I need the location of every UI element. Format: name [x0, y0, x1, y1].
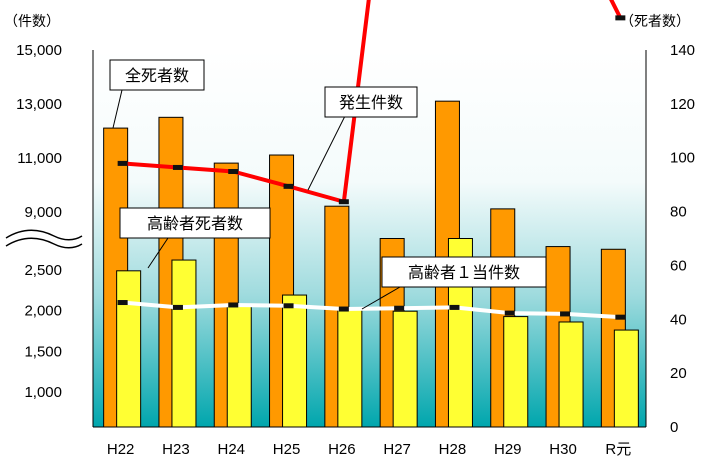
svg-text:発生件数: 発生件数: [339, 93, 403, 112]
point-elderly-incidents: [505, 311, 515, 316]
bar-elderly-deaths: [227, 306, 251, 427]
svg-text:高齢者１当件数: 高齢者１当件数: [408, 263, 520, 282]
x-tick-label: H22: [107, 441, 135, 458]
left-tick-label: 9,000: [24, 204, 62, 221]
bar-elderly-deaths: [338, 309, 362, 427]
right-tick-label: 140: [670, 42, 695, 59]
point-incidents: [284, 184, 294, 189]
point-elderly-incidents: [118, 300, 128, 305]
left-tick-label: 11,000: [17, 150, 62, 167]
x-tick-label: H28: [439, 441, 467, 458]
point-incidents: [118, 161, 128, 166]
point-elderly-incidents: [615, 315, 625, 320]
x-tick-label: H23: [162, 441, 190, 458]
point-incidents: [615, 15, 625, 20]
point-elderly-incidents: [394, 306, 404, 311]
bar-elderly-deaths: [117, 271, 141, 427]
right-tick-label: 120: [670, 96, 695, 113]
point-incidents: [173, 165, 183, 170]
bar-elderly-deaths: [614, 330, 638, 427]
x-tick-label: H29: [494, 441, 522, 458]
point-elderly-incidents: [284, 303, 294, 308]
axis-break-icon: [6, 230, 82, 248]
x-tick-label: H27: [383, 441, 411, 458]
bar-elderly-deaths: [393, 311, 417, 427]
point-incidents: [228, 169, 238, 174]
bar-elderly-deaths: [172, 260, 196, 427]
bar-elderly-deaths: [504, 317, 528, 427]
left-tick-label: 2,500: [24, 262, 62, 279]
right-tick-label: 20: [670, 365, 687, 382]
svg-text:高齢者死者数: 高齢者死者数: [147, 214, 243, 233]
right-tick-label: 0: [670, 419, 678, 436]
right-tick-label: 60: [670, 257, 687, 274]
left-tick-label: 1,500: [24, 343, 62, 360]
left-tick-label: 1,000: [24, 384, 62, 401]
x-tick-label: R元: [605, 441, 631, 458]
point-incidents: [339, 199, 349, 204]
x-tick-label: H30: [549, 441, 577, 458]
x-tick-label: H25: [273, 441, 301, 458]
point-elderly-incidents: [228, 302, 238, 307]
left-tick-label: 2,000: [24, 303, 62, 320]
right-tick-label: 40: [670, 311, 687, 328]
point-elderly-incidents: [449, 305, 459, 310]
right-unit-label: （死者数）: [620, 14, 690, 30]
x-tick-label: H26: [328, 441, 356, 458]
bar-elderly-deaths: [559, 322, 583, 427]
left-unit-label: （件数）: [4, 14, 60, 30]
point-elderly-incidents: [339, 307, 349, 312]
x-tick-label: H24: [217, 441, 245, 458]
right-tick-label: 100: [670, 150, 695, 167]
left-tick-label: 13,000: [16, 96, 62, 113]
svg-text:全死者数: 全死者数: [125, 66, 189, 85]
right-tick-label: 80: [670, 204, 687, 221]
bar-elderly-deaths: [283, 295, 307, 427]
left-tick-label: 15,000: [16, 42, 62, 59]
point-elderly-incidents: [560, 311, 570, 316]
point-elderly-incidents: [173, 305, 183, 310]
